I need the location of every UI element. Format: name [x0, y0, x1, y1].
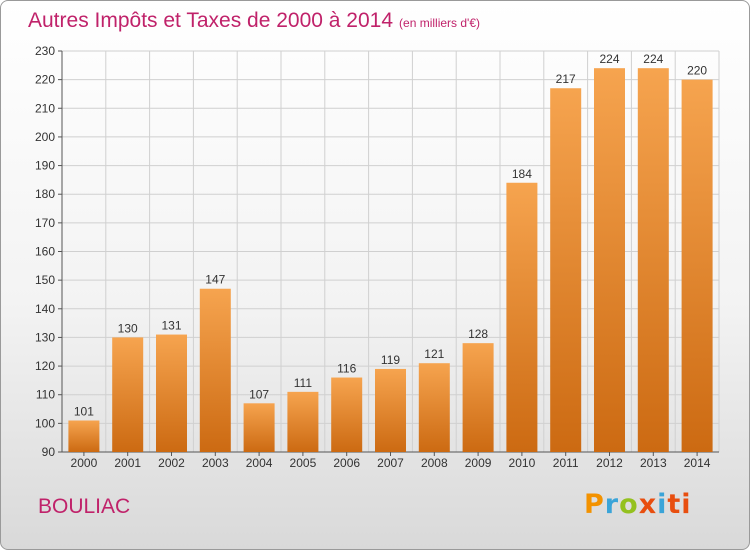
x-tick-label: 2007 [377, 456, 404, 470]
y-tick-label: 120 [35, 359, 55, 373]
y-tick-label: 140 [35, 302, 55, 316]
chart-title: Autres Impôts et Taxes de 2000 à 2014 (en… [28, 9, 480, 33]
x-tick-label: 2006 [333, 456, 360, 470]
logo-letter: i [657, 489, 668, 520]
x-tick-label: 2003 [202, 456, 229, 470]
y-tick-label: 180 [35, 187, 55, 201]
y-tick-label: 190 [35, 159, 55, 173]
title-subtitle: (en milliers d'€) [399, 16, 481, 30]
y-tick-label: 220 [35, 73, 55, 87]
data-label: 130 [118, 321, 138, 335]
title-text: Autres Impôts et Taxes de 2000 à 2014 [28, 9, 394, 32]
commune-name: BOULIAC [38, 495, 131, 518]
x-tick-label: 2012 [596, 456, 623, 470]
y-tick-label: 100 [35, 416, 55, 430]
data-labels: 101 130 131 147 107 111 116 119 121 128 184 217 224 2… [74, 52, 708, 418]
data-label: 119 [381, 353, 400, 367]
bar [681, 79, 713, 453]
data-label: 217 [556, 72, 576, 86]
proxiti-logo: Proxiti [584, 489, 692, 520]
bar [68, 420, 100, 452]
y-tick-label: 230 [35, 44, 55, 58]
x-tick-label: 2011 [553, 456, 579, 470]
y-tick-label: 160 [35, 245, 55, 259]
data-label: 147 [205, 273, 225, 287]
y-tick-label: 130 [35, 330, 55, 344]
x-tick-label: 2010 [509, 456, 536, 470]
y-tick-label: 90 [42, 445, 56, 459]
bar [375, 368, 406, 452]
y-tick-label: 210 [35, 101, 55, 115]
data-label: 111 [294, 376, 313, 390]
x-tick-label: 2001 [114, 456, 141, 470]
bar [506, 182, 538, 452]
bar [331, 377, 363, 452]
x-tick-label: 2009 [465, 456, 492, 470]
x-tick-label: 2013 [640, 456, 667, 470]
y-tick-label: 150 [35, 273, 55, 287]
y-tick-label: 200 [35, 130, 55, 144]
data-label: 116 [337, 362, 356, 376]
data-label: 224 [643, 52, 663, 66]
data-label: 131 [161, 319, 181, 333]
bar [637, 68, 669, 452]
bar [550, 88, 582, 452]
logo-letter: P [584, 489, 605, 520]
bars [68, 68, 713, 453]
bar [287, 391, 319, 452]
data-label: 107 [249, 387, 269, 401]
logo-letter: ti [667, 489, 692, 520]
logo-letter: x [638, 489, 658, 520]
logo-letter: o [619, 489, 639, 520]
x-tick-label: 2014 [684, 456, 711, 470]
y-tick-label: 110 [36, 388, 55, 402]
y-tick-label: 170 [35, 216, 55, 230]
data-label: 101 [74, 404, 94, 418]
data-label: 121 [424, 347, 444, 361]
data-label: 224 [599, 52, 619, 66]
bar [462, 343, 494, 452]
bar [594, 68, 625, 452]
logo-letter: r [604, 489, 620, 520]
bar [418, 363, 450, 452]
bar [243, 403, 275, 452]
data-label: 220 [687, 64, 707, 78]
x-tick-label: 2000 [71, 456, 98, 470]
bar [156, 334, 187, 452]
x-tick-label: 2008 [421, 456, 448, 470]
bar [112, 337, 144, 452]
x-tick-label: 2004 [246, 456, 273, 470]
bar [199, 288, 231, 452]
axes: 90 100 110 120 130 140 150 160 170 180 190 200 210 22… [35, 44, 719, 470]
data-label: 184 [512, 167, 532, 181]
data-label: 128 [468, 327, 488, 341]
x-tick-label: 2005 [290, 456, 317, 470]
x-tick-label: 2002 [158, 456, 185, 470]
